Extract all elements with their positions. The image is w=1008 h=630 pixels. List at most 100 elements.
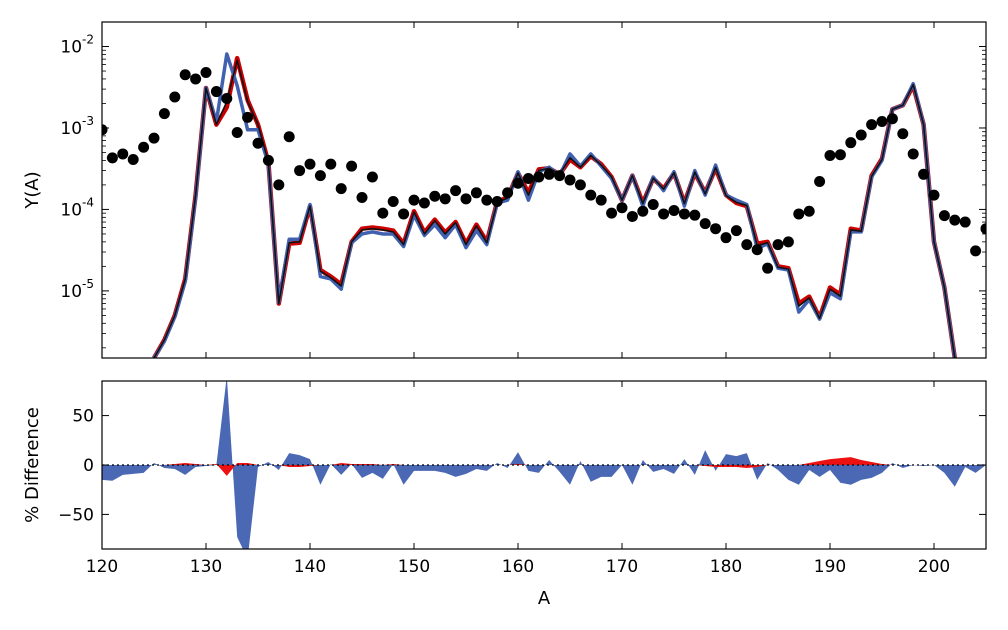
- top-axis-ticks: 10-5 10-4 10-3 10-2: [60, 21, 986, 358]
- scatter-point: [564, 174, 576, 186]
- scatter-point: [408, 194, 420, 206]
- scatter-point: [429, 190, 441, 202]
- series-line-black: [153, 59, 956, 358]
- scatter-point: [200, 66, 212, 78]
- scatter-point: [720, 232, 732, 244]
- scatter-point: [855, 129, 867, 141]
- scatter-point: [616, 202, 628, 214]
- scatter-point: [668, 205, 680, 217]
- series-line-blue: [152, 52, 957, 358]
- scatter-point: [834, 149, 846, 161]
- x-tick-label: 170: [606, 557, 638, 577]
- x-axis-label: A: [538, 588, 551, 609]
- bottom-plot-marks: [102, 381, 986, 549]
- scatter-point: [959, 216, 971, 228]
- top-y-tick-label: 10-3: [60, 114, 94, 139]
- scatter-point: [845, 137, 857, 149]
- x-tick-label: 160: [502, 557, 534, 577]
- scatter-point: [741, 239, 753, 251]
- top-plot-frame: [101, 21, 987, 359]
- scatter-point: [793, 208, 805, 220]
- scatter-point: [689, 209, 701, 221]
- top-y-tick-label: 10-4: [60, 195, 94, 220]
- scatter-point: [304, 158, 316, 170]
- diff-area-blue: [102, 381, 986, 549]
- scatter-point: [190, 73, 202, 85]
- x-tick-label: 180: [710, 557, 742, 577]
- top-y-tick-label: 10-5: [60, 277, 94, 302]
- scatter-point: [970, 245, 982, 257]
- top-panel: 10-5 10-4 10-3 10-2 Y(A): [22, 21, 987, 359]
- scatter-point: [637, 205, 649, 217]
- top-plot-marks: [102, 52, 986, 358]
- scatter-point: [595, 194, 607, 206]
- scatter-point: [387, 196, 399, 208]
- scatter-point: [491, 196, 503, 208]
- scatter-point: [876, 116, 888, 128]
- scatter-point: [158, 108, 170, 120]
- scatter-point: [803, 205, 815, 217]
- scatter-point: [169, 91, 181, 103]
- x-tick-label: 140: [294, 557, 326, 577]
- scatter-point: [938, 210, 950, 222]
- scatter-point: [294, 165, 306, 177]
- scatter-point: [814, 176, 826, 188]
- scatter-point: [512, 177, 524, 189]
- scatter-point: [886, 113, 898, 125]
- scatter-point: [606, 207, 618, 219]
- scatter-point: [231, 127, 243, 138]
- series-line-red: [152, 55, 958, 358]
- x-tick-label: 120: [86, 557, 118, 577]
- scatter-point: [356, 192, 368, 204]
- scatter-point: [450, 185, 462, 197]
- scatter-point: [179, 69, 191, 81]
- scatter-point: [106, 152, 118, 164]
- scatter-point: [221, 93, 233, 105]
- x-tick-label: 130: [190, 557, 222, 577]
- scatter-point: [626, 210, 638, 222]
- scatter-point: [949, 214, 961, 226]
- scatter-point: [928, 189, 940, 201]
- scatter-point: [533, 171, 545, 183]
- scatter-point: [907, 148, 919, 160]
- scatter-point: [366, 171, 378, 183]
- scatter-point: [117, 148, 129, 160]
- scatter-point: [710, 223, 722, 235]
- scatter-point: [460, 193, 472, 205]
- scatter-point: [242, 111, 254, 123]
- bottom-axis-ticks: 120 130 140 150 160 170 180 190 200 50 0 −50: [58, 381, 986, 577]
- scatter-point: [918, 168, 930, 180]
- scatter-point: [138, 141, 150, 153]
- scatter-point: [647, 198, 659, 210]
- scatter-point: [418, 197, 430, 209]
- scatter-point: [262, 154, 274, 166]
- scatter-point: [782, 236, 794, 248]
- bottom-y-tick-label: 50: [72, 407, 94, 427]
- scatter-point: [585, 189, 597, 201]
- scatter-point: [335, 183, 347, 195]
- scatter-point: [325, 158, 337, 170]
- scatter-point: [543, 168, 555, 180]
- scatter-point: [210, 86, 222, 98]
- scatter-point: [127, 154, 139, 166]
- scatter-point: [980, 223, 986, 235]
- scatter-point: [148, 132, 160, 144]
- scatter-point: [439, 193, 451, 205]
- scatter-point: [398, 208, 410, 220]
- top-y-axis-label: Y(A): [22, 171, 43, 209]
- scatter-point: [658, 208, 670, 220]
- scatter-point: [772, 239, 784, 251]
- scatter-point: [866, 119, 878, 131]
- x-tick-label: 150: [398, 557, 430, 577]
- bottom-y-axis-label: % Difference: [22, 407, 43, 523]
- x-tick-label: 190: [814, 557, 846, 577]
- scatter-point: [522, 172, 534, 184]
- scatter-point: [314, 170, 326, 182]
- scatter-point: [751, 244, 763, 256]
- scatter-point: [273, 179, 285, 191]
- scatter-point: [470, 187, 482, 199]
- scatter-point: [574, 179, 586, 191]
- bottom-y-tick-label: 0: [83, 456, 94, 476]
- scatter-point: [762, 262, 774, 274]
